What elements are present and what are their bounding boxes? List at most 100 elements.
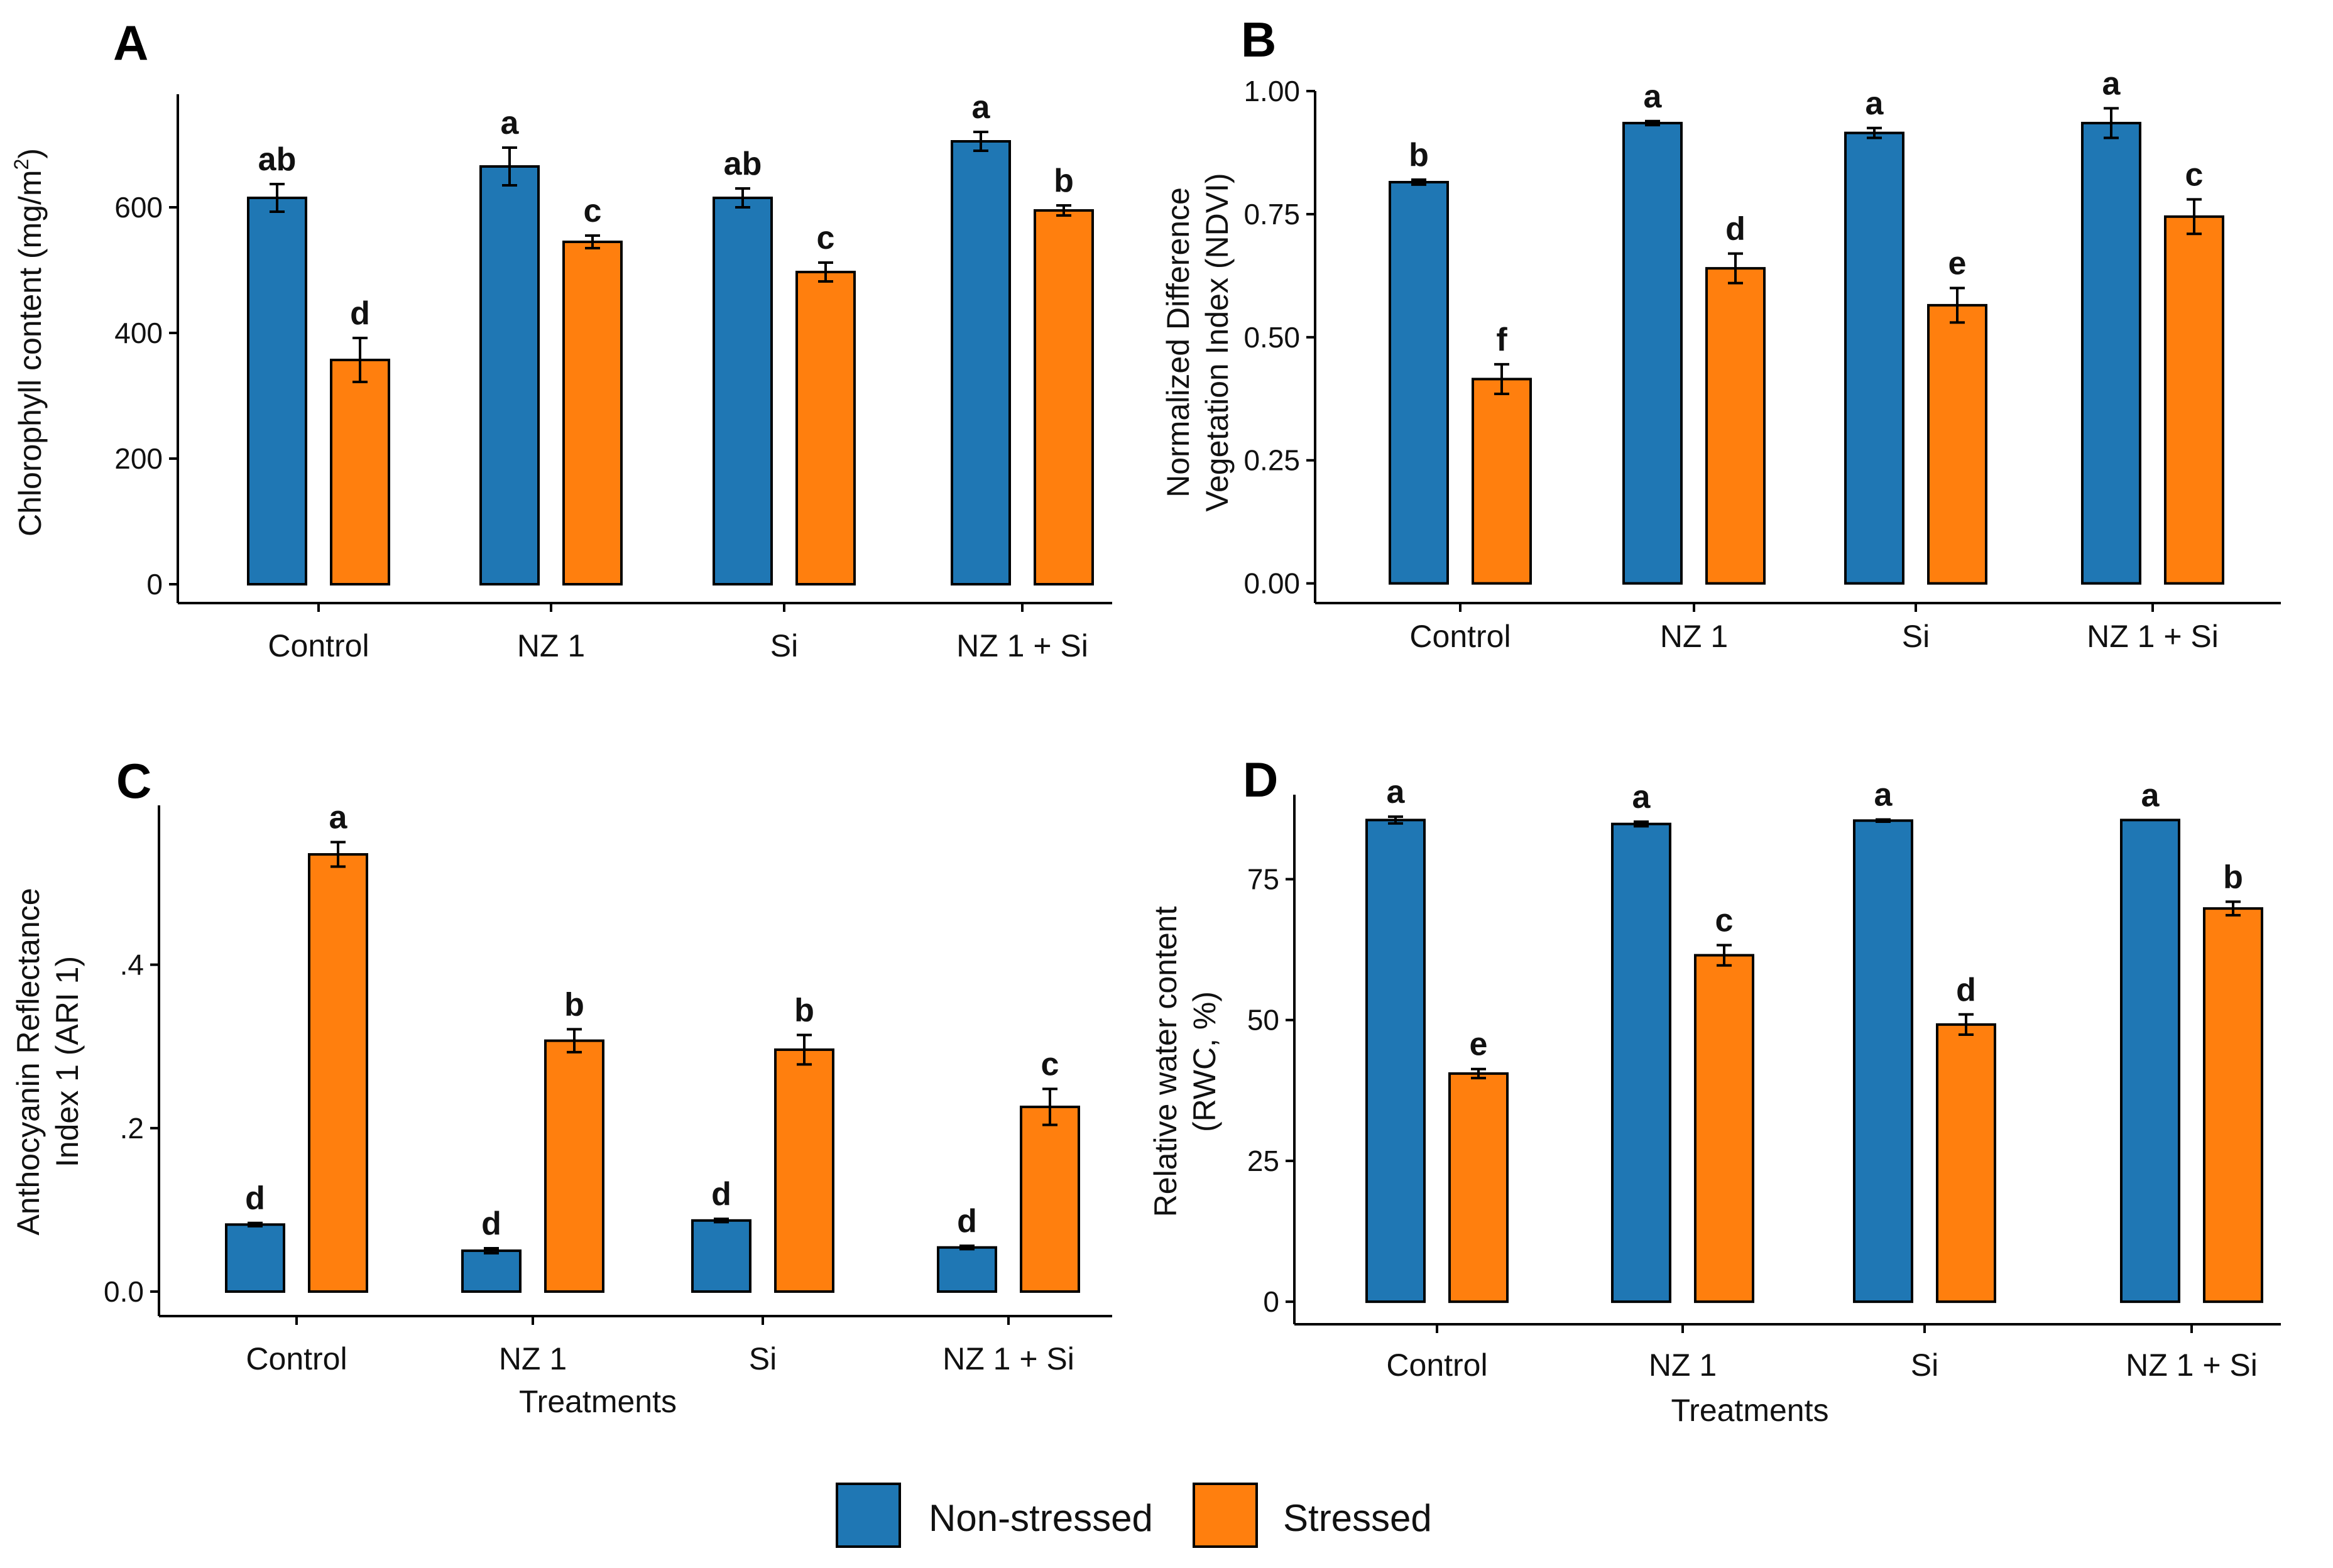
y-axis-title-line: Normalized Difference <box>1161 187 1196 498</box>
bar-stressed <box>2164 215 2224 585</box>
y-tick-label: 0.25 <box>1243 444 1300 477</box>
significance-letter: d <box>957 1203 977 1239</box>
bar-stressed <box>1034 209 1094 585</box>
y-axis-title: Normalized Difference Vegetation Index (N… <box>1161 173 1235 511</box>
y-tick-label: 200 <box>114 442 163 475</box>
bar-stressed <box>774 1048 834 1293</box>
y-axis-title-line: Index 1 (ARI 1) <box>50 956 85 1167</box>
y-tick-label: 0 <box>1263 1285 1279 1318</box>
significance-letter: c <box>2185 156 2204 193</box>
significance-letter: d <box>245 1180 265 1217</box>
x-tick-label: NZ 1 <box>499 1341 567 1376</box>
bar-non-stressed <box>691 1219 751 1293</box>
bar-non-stressed <box>2081 121 2141 585</box>
bar-non-stressed <box>247 197 307 585</box>
bar-non-stressed <box>1844 131 1904 585</box>
y-tick-label: 400 <box>114 317 163 349</box>
x-tick-label: NZ 1 <box>1660 619 1728 654</box>
legend-swatch-stressed <box>1193 1483 1258 1548</box>
bar-non-stressed <box>713 197 773 585</box>
legend-swatch-non-stressed <box>836 1483 901 1548</box>
y-tick-label: .2 <box>120 1112 144 1145</box>
y-axis-title: Chlorophyll content (mg/m2) <box>10 148 48 536</box>
significance-letter: c <box>584 193 602 229</box>
significance-letter: ab <box>724 146 762 182</box>
bar-stressed <box>562 241 623 585</box>
bar-non-stressed <box>937 1246 997 1293</box>
panel-letter-b: B <box>1241 12 1276 67</box>
significance-letter: a <box>1632 779 1651 815</box>
bar-stressed <box>308 853 368 1293</box>
panel-letter-d: D <box>1243 752 1278 807</box>
bar-non-stressed <box>951 140 1011 585</box>
bar-non-stressed <box>1622 121 1683 585</box>
bar-stressed <box>1020 1105 1080 1293</box>
significance-letter: a <box>1387 774 1406 810</box>
bar-non-stressed <box>479 165 540 585</box>
bar-stressed <box>1705 267 1766 585</box>
significance-letter: b <box>1409 137 1429 173</box>
bar-stressed <box>795 271 856 585</box>
legend-label-non-stressed: Non-stressed <box>929 1497 1153 1539</box>
significance-letter: c <box>1041 1046 1059 1082</box>
chart-panel-a: A 0 200 400 600 Control NZ 1 Si NZ 1 + Si Chlorop… <box>10 15 1112 663</box>
x-tick-label: Si <box>1911 1348 1938 1383</box>
panel-letter-c: C <box>116 753 151 808</box>
x-tick-label: NZ 1 <box>517 628 585 663</box>
significance-letter: e <box>1470 1026 1488 1063</box>
y-axis-title-line: Anthocyanin Reflectance <box>11 888 46 1235</box>
significance-letter: d <box>711 1176 731 1212</box>
significance-letter: a <box>329 800 348 836</box>
y-tick-label: 50 <box>1247 1004 1279 1037</box>
chart-panel-b: B 0.00 0.25 0.50 0.75 1.00 Control NZ 1 Si NZ 1 +… <box>1161 12 2281 654</box>
x-axis-title: Treatments <box>519 1384 677 1419</box>
bar-stressed <box>1694 954 1754 1304</box>
x-tick-label: Control <box>1386 1348 1487 1383</box>
y-tick-label: 0.0 <box>104 1275 144 1308</box>
bar-stressed <box>330 359 390 585</box>
legend-label-stressed: Stressed <box>1283 1497 1432 1539</box>
significance-letter: d <box>1725 211 1746 248</box>
x-axis-title: Treatments <box>1671 1393 1828 1428</box>
significance-letter: b <box>794 993 814 1029</box>
significance-letter: e <box>1948 245 1967 281</box>
y-axis-title-line: Vegetation Index (NDVI) <box>1199 173 1235 511</box>
bar-non-stressed <box>1365 819 1426 1304</box>
y-tick-label: 0.50 <box>1243 321 1300 354</box>
y-axis-title-close: ) <box>13 148 48 159</box>
significance-letter: d <box>481 1206 501 1242</box>
bar-stressed <box>2203 907 2263 1304</box>
panel-letter-a: A <box>113 15 148 70</box>
x-tick-label: Control <box>1409 619 1511 654</box>
y-axis-title-line: (RWC, %) <box>1187 991 1222 1132</box>
significance-letter: a <box>1644 79 1663 115</box>
bar-stressed <box>544 1039 604 1293</box>
x-tick-label: Control <box>268 628 369 663</box>
x-tick-label: NZ 1 + Si <box>956 628 1088 663</box>
significance-letter: b <box>564 986 584 1023</box>
x-tick-label: NZ 1 + Si <box>2087 619 2219 654</box>
significance-letter: ab <box>258 141 297 178</box>
x-tick-label: Si <box>1902 619 1930 654</box>
y-axis-title-superscript: 2 <box>10 159 33 170</box>
y-tick-label: 0.00 <box>1243 567 1300 600</box>
y-axis-title-line: Chlorophyll content (mg/m <box>13 170 48 536</box>
y-axis-title: Anthocyanin Reflectance Index 1 (ARI 1) <box>11 888 85 1235</box>
y-tick-label: 25 <box>1247 1145 1279 1177</box>
significance-letter: c <box>1715 902 1734 939</box>
significance-letter: d <box>1956 972 1976 1008</box>
x-tick-label: NZ 1 + Si <box>2126 1348 2258 1383</box>
bar-non-stressed <box>1853 819 1913 1304</box>
x-tick-label: Si <box>770 628 798 663</box>
y-axis-title-line: Relative water content <box>1148 906 1183 1217</box>
y-tick-label: .4 <box>120 949 144 981</box>
significance-letter: c <box>817 220 835 256</box>
significance-letter: a <box>1866 85 1884 122</box>
bar-non-stressed <box>2120 819 2180 1304</box>
bar-stressed <box>1927 303 1987 585</box>
y-tick-label: 75 <box>1247 863 1279 896</box>
chart-panel-c: C 0.0 .2 .4 Control NZ 1 Si NZ 1 + Si Anthocyani… <box>11 753 1112 1419</box>
significance-letter: a <box>2102 65 2121 102</box>
bar-stressed <box>1472 378 1532 585</box>
